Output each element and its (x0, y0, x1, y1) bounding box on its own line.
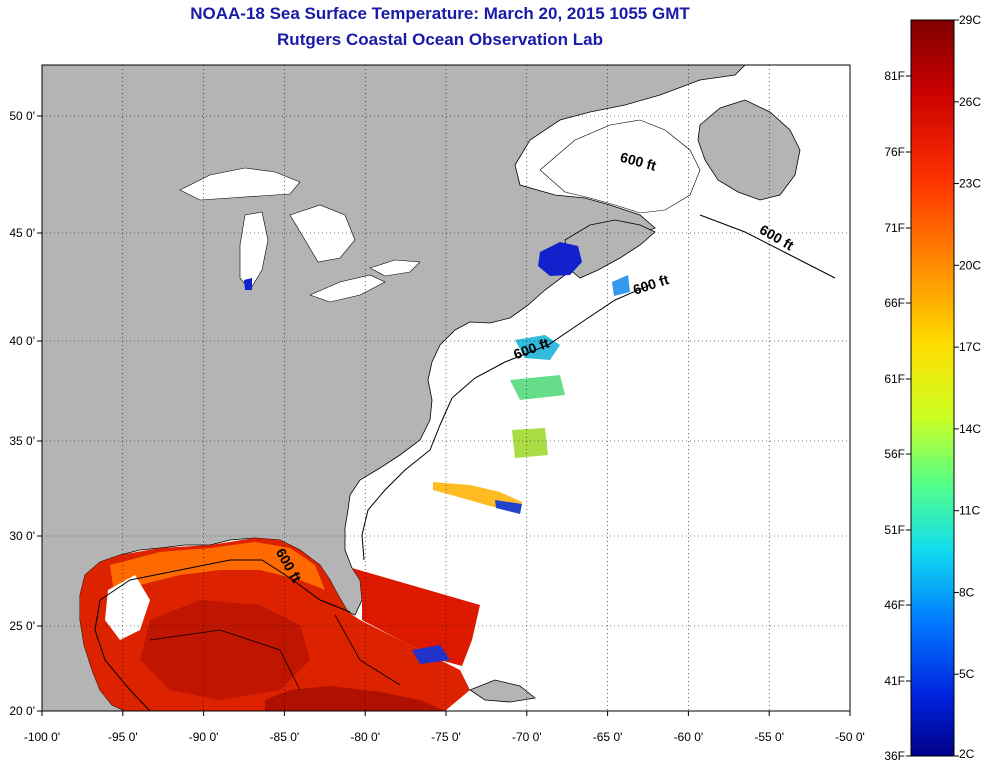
lon-tick-label: -95 0' (108, 730, 138, 744)
sst-patch-offshore1 (510, 375, 565, 400)
sst-patch-streak-blue (495, 500, 522, 514)
sst-gulf-cloud (105, 575, 150, 640)
colorbar-celsius-label: 14C (959, 422, 981, 436)
lat-tick-label: 20 0' (9, 704, 35, 718)
sst-lake-michigan-patch (244, 278, 252, 290)
lon-tick-label: -85 0' (270, 730, 300, 744)
colorbar-celsius-label: 23C (959, 177, 981, 191)
lake-erie (309, 274, 386, 303)
lon-tick-label: -70 0' (512, 730, 542, 744)
lat-tick-label: 35 0' (9, 434, 35, 448)
lon-tick-label: -60 0' (674, 730, 704, 744)
colorbar-fahrenheit-label: 61F (884, 372, 905, 386)
lake-michigan (239, 211, 269, 291)
colorbar-fahrenheit-label: 56F (884, 447, 905, 461)
lon-tick-label: -55 0' (754, 730, 784, 744)
lake-superior (179, 167, 301, 201)
land-newfoundland (697, 99, 801, 201)
lon-tick-label: -75 0' (431, 730, 461, 744)
sst-gulf-of-maine (538, 242, 582, 276)
lat-tick-label: 45 0' (9, 226, 35, 240)
sst-gulf-warm-core (140, 600, 310, 700)
colorbar-fahrenheit-label: 41F (884, 674, 905, 688)
lon-tick-label: -90 0' (189, 730, 219, 744)
sst-caribbean (265, 686, 445, 711)
gulf-st-lawrence (539, 119, 701, 214)
colorbar-fahrenheit-label: 66F (884, 296, 905, 310)
colorbar-celsius-label: 5C (959, 667, 975, 681)
colorbar (910, 19, 955, 757)
sst-patch-offshore2 (512, 428, 548, 458)
longitude-axis: -100 0' -95 0' -90 0' -85 0' -80 0' -75 0' -70… (24, 711, 865, 744)
sst-atlantic-swath (352, 568, 480, 666)
chart-title: NOAA-18 Sea Surface Temperature: March 2… (190, 4, 690, 23)
lat-tick-label: 25 0' (9, 619, 35, 633)
colorbar-celsius-label: 29C (959, 13, 981, 27)
colorbar-celsius-label: 26C (959, 95, 981, 109)
sst-patch-scotian (612, 275, 630, 296)
contour-600ft (94, 214, 836, 711)
colorbar-fahrenheit-label: 76F (884, 145, 905, 159)
land-nova-scotia (564, 219, 656, 279)
lon-tick-label: -65 0' (593, 730, 623, 744)
colorbar-celsius-label: 2C (959, 747, 975, 761)
colorbar-labels: 29C 26C 23C 20C 17C 14C 11C 8C 5C 2C 81F 76F 71F 66F 6… (884, 13, 981, 763)
colorbar-celsius-label: 8C (959, 585, 975, 599)
sst-patch-bahamas (412, 645, 450, 664)
colorbar-celsius-label: 11C (959, 504, 980, 518)
chart-subtitle: Rutgers Coastal Ocean Observation Lab (277, 30, 603, 49)
lat-tick-label: 40 0' (9, 334, 35, 348)
grid-lines (42, 65, 850, 711)
land-hispaniola (469, 679, 536, 703)
lat-tick-label: 50 0' (9, 109, 35, 123)
contour-gulf-deep (149, 614, 401, 691)
sst-gulf-nearshore (110, 542, 325, 600)
colorbar-fahrenheit-label: 36F (884, 749, 905, 763)
colorbar-celsius-label: 20C (959, 258, 981, 272)
colorbar-fahrenheit-label: 46F (884, 598, 905, 612)
latitude-axis: 50 0' 45 0' 40 0' 35 0' 30 0' 25 0' 20 0' (9, 109, 42, 718)
lon-tick-label: -100 0' (24, 730, 60, 744)
lake-huron (289, 204, 356, 263)
colorbar-fahrenheit-label: 71F (884, 221, 905, 235)
lake-ontario (369, 259, 421, 277)
lon-tick-label: -80 0' (350, 730, 380, 744)
lat-tick-label: 30 0' (9, 529, 35, 543)
colorbar-fahrenheit-label: 81F (884, 69, 905, 83)
lon-tick-label: -50 0' (835, 730, 865, 744)
colorbar-celsius-label: 17C (959, 340, 981, 354)
colorbar-fahrenheit-label: 51F (884, 523, 905, 537)
